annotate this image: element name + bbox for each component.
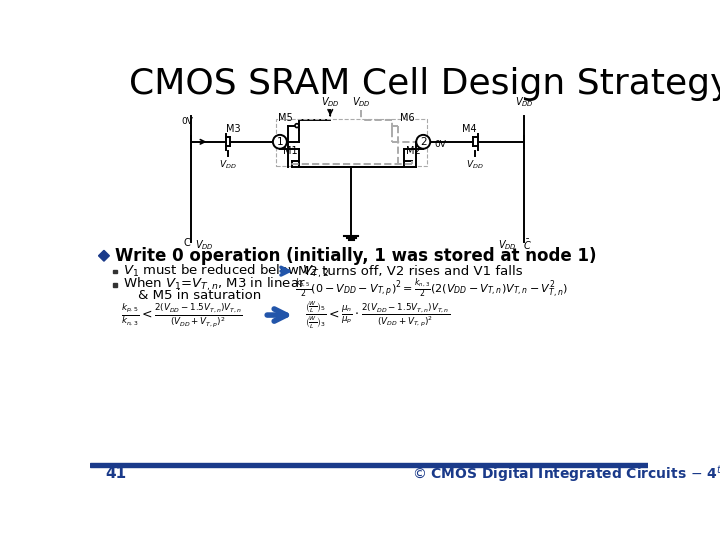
Text: 0V: 0V: [434, 140, 446, 150]
Text: M4: M4: [462, 124, 477, 134]
Text: M2 turns off, V2 rises and V1 falls: M2 turns off, V2 rises and V1 falls: [299, 265, 523, 278]
Text: M6: M6: [400, 112, 415, 123]
Text: M1: M1: [283, 146, 297, 157]
Circle shape: [416, 135, 431, 148]
Bar: [113, 269, 117, 273]
Circle shape: [273, 135, 287, 148]
Text: $\frac{\left(\frac{W}{L}\right)_5}{\left(\frac{W}{L}\right)_3} < \frac{\mu_n}{\m: $\frac{\left(\frac{W}{L}\right)_5}{\left…: [305, 300, 451, 330]
Bar: [113, 283, 117, 287]
Text: CMOS SRAM Cell Design Strategy(2): CMOS SRAM Cell Design Strategy(2): [129, 67, 720, 101]
Text: $\frac{k_{p,5}}{k_{n,3}} < \frac{2(V_{DD}-1.5V_{T,n})V_{T,n}}{(V_{DD}+V_{T,p})^2: $\frac{k_{p,5}}{k_{n,3}} < \frac{2(V_{DD…: [121, 301, 243, 329]
Text: 0V: 0V: [181, 117, 193, 126]
Text: $V_{DD}$: $V_{DD}$: [515, 95, 534, 109]
Text: 41: 41: [106, 466, 127, 481]
Text: M2: M2: [406, 146, 420, 157]
Text: 1: 1: [276, 137, 283, 147]
Text: M3: M3: [226, 124, 240, 134]
Text: & M5 in saturation: & M5 in saturation: [138, 288, 261, 301]
Polygon shape: [99, 251, 109, 261]
Text: $\frac{k_{p,5}}{2}(0-V_{DD}-V_{T,p})^2 = \frac{k_{n,3}}{2}(2(V_{DD}-V_{T,n})V_{T: $\frac{k_{p,5}}{2}(0-V_{DD}-V_{T,p})^2 =…: [295, 276, 568, 300]
Text: 2: 2: [420, 137, 426, 147]
Text: $\copyright$ CMOS Digital Integrated Circuits $-$ 4$^{th}$ Edition: $\copyright$ CMOS Digital Integrated Cir…: [412, 463, 720, 484]
Text: $V_{DD}$: $V_{DD}$: [467, 159, 484, 171]
Circle shape: [295, 124, 299, 127]
Text: C: C: [184, 238, 190, 248]
Bar: [90, 463, 648, 467]
Bar: [276, 119, 427, 166]
Text: $V_{DD}$: $V_{DD}$: [219, 159, 237, 171]
Text: $V_{DD}$: $V_{DD}$: [195, 238, 214, 252]
Text: $V_{DD}$: $V_{DD}$: [498, 238, 516, 252]
Text: $\bar{C}$: $\bar{C}$: [523, 238, 532, 252]
Text: When $V_1$=$V_{T,n}$, M3 in linear: When $V_1$=$V_{T,n}$, M3 in linear: [122, 275, 305, 293]
Text: $V_{DD}$: $V_{DD}$: [352, 95, 371, 109]
Text: Write 0 operation (initially, 1 was stored at node 1): Write 0 operation (initially, 1 was stor…: [114, 247, 596, 265]
Text: $V_{DD}$: $V_{DD}$: [321, 95, 340, 109]
Text: M5: M5: [278, 112, 292, 123]
Text: $V_1$ must be reduced below $V_{T,2}$: $V_1$ must be reduced below $V_{T,2}$: [122, 262, 329, 280]
